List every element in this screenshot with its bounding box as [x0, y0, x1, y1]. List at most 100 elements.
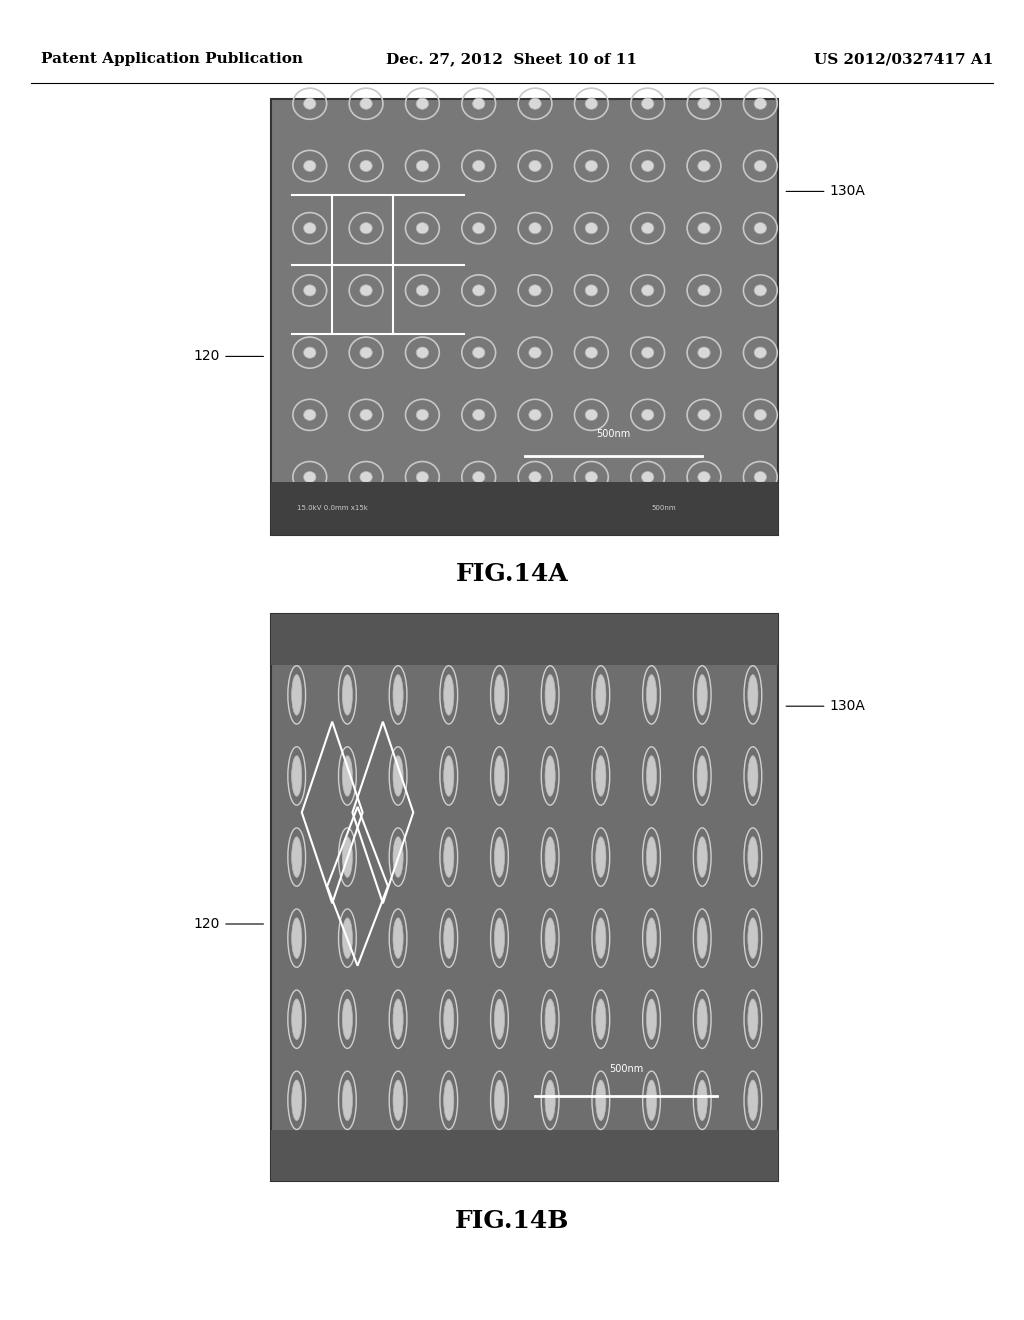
- Ellipse shape: [359, 160, 373, 172]
- Ellipse shape: [754, 223, 767, 234]
- Ellipse shape: [393, 1080, 403, 1121]
- Ellipse shape: [292, 1080, 302, 1121]
- Ellipse shape: [646, 755, 656, 796]
- Ellipse shape: [754, 347, 767, 358]
- Text: Dec. 27, 2012  Sheet 10 of 11: Dec. 27, 2012 Sheet 10 of 11: [386, 53, 638, 66]
- Ellipse shape: [596, 837, 606, 878]
- Ellipse shape: [596, 917, 606, 958]
- Ellipse shape: [585, 160, 598, 172]
- Ellipse shape: [585, 98, 598, 110]
- Ellipse shape: [359, 285, 373, 296]
- Ellipse shape: [748, 917, 758, 958]
- Ellipse shape: [416, 347, 429, 358]
- Text: FIG.14A: FIG.14A: [456, 562, 568, 586]
- Ellipse shape: [342, 999, 352, 1040]
- Ellipse shape: [528, 285, 542, 296]
- Ellipse shape: [528, 98, 542, 110]
- Ellipse shape: [393, 999, 403, 1040]
- Ellipse shape: [748, 999, 758, 1040]
- Text: 120: 120: [194, 350, 263, 363]
- Ellipse shape: [495, 755, 505, 796]
- Text: 500nm: 500nm: [609, 1064, 643, 1073]
- Ellipse shape: [697, 160, 711, 172]
- Text: FIG.14B: FIG.14B: [455, 1209, 569, 1233]
- Ellipse shape: [646, 917, 656, 958]
- Ellipse shape: [697, 999, 708, 1040]
- Ellipse shape: [697, 223, 711, 234]
- Ellipse shape: [585, 223, 598, 234]
- Ellipse shape: [641, 223, 654, 234]
- Ellipse shape: [646, 1080, 656, 1121]
- Ellipse shape: [472, 223, 485, 234]
- Ellipse shape: [416, 98, 429, 110]
- Ellipse shape: [646, 999, 656, 1040]
- Ellipse shape: [585, 471, 598, 483]
- Ellipse shape: [596, 675, 606, 715]
- Ellipse shape: [292, 999, 302, 1040]
- Ellipse shape: [754, 471, 767, 483]
- Ellipse shape: [443, 837, 454, 878]
- Ellipse shape: [545, 1080, 555, 1121]
- Ellipse shape: [495, 917, 505, 958]
- Ellipse shape: [528, 223, 542, 234]
- Ellipse shape: [545, 837, 555, 878]
- Ellipse shape: [342, 675, 352, 715]
- Ellipse shape: [472, 98, 485, 110]
- Ellipse shape: [303, 471, 316, 483]
- Ellipse shape: [359, 471, 373, 483]
- Ellipse shape: [641, 347, 654, 358]
- Ellipse shape: [697, 917, 708, 958]
- Bar: [271, 1130, 778, 1181]
- Ellipse shape: [697, 347, 711, 358]
- Ellipse shape: [443, 755, 454, 796]
- Text: US 2012/0327417 A1: US 2012/0327417 A1: [814, 53, 993, 66]
- Bar: [271, 99, 778, 535]
- Ellipse shape: [641, 471, 654, 483]
- Ellipse shape: [416, 409, 429, 421]
- Ellipse shape: [641, 160, 654, 172]
- Ellipse shape: [754, 98, 767, 110]
- Text: Patent Application Publication: Patent Application Publication: [41, 53, 303, 66]
- Ellipse shape: [303, 347, 316, 358]
- Ellipse shape: [697, 471, 711, 483]
- Ellipse shape: [303, 98, 316, 110]
- Ellipse shape: [528, 160, 542, 172]
- Ellipse shape: [342, 755, 352, 796]
- Ellipse shape: [416, 471, 429, 483]
- Ellipse shape: [303, 160, 316, 172]
- Ellipse shape: [545, 917, 555, 958]
- Ellipse shape: [393, 675, 403, 715]
- Ellipse shape: [748, 755, 758, 796]
- Ellipse shape: [472, 347, 485, 358]
- Ellipse shape: [393, 917, 403, 958]
- Ellipse shape: [528, 347, 542, 358]
- Ellipse shape: [697, 837, 708, 878]
- Ellipse shape: [697, 409, 711, 421]
- Ellipse shape: [359, 223, 373, 234]
- Text: 130A: 130A: [786, 700, 865, 713]
- Ellipse shape: [292, 755, 302, 796]
- Ellipse shape: [292, 917, 302, 958]
- Ellipse shape: [443, 675, 454, 715]
- Ellipse shape: [646, 675, 656, 715]
- Bar: [271, 614, 778, 665]
- Ellipse shape: [472, 160, 485, 172]
- Text: 500nm: 500nm: [651, 506, 676, 511]
- Ellipse shape: [495, 837, 505, 878]
- Text: 120: 120: [194, 917, 263, 931]
- Ellipse shape: [545, 755, 555, 796]
- Ellipse shape: [641, 285, 654, 296]
- Text: 15.0kV 0.0mm x15k: 15.0kV 0.0mm x15k: [297, 506, 368, 511]
- Ellipse shape: [342, 837, 352, 878]
- Ellipse shape: [528, 471, 542, 483]
- Ellipse shape: [585, 285, 598, 296]
- Bar: [271, 482, 778, 535]
- Ellipse shape: [303, 409, 316, 421]
- Ellipse shape: [303, 223, 316, 234]
- Ellipse shape: [393, 755, 403, 796]
- Ellipse shape: [443, 1080, 454, 1121]
- Ellipse shape: [596, 999, 606, 1040]
- Ellipse shape: [596, 1080, 606, 1121]
- Text: 500nm: 500nm: [596, 429, 631, 438]
- Ellipse shape: [697, 285, 711, 296]
